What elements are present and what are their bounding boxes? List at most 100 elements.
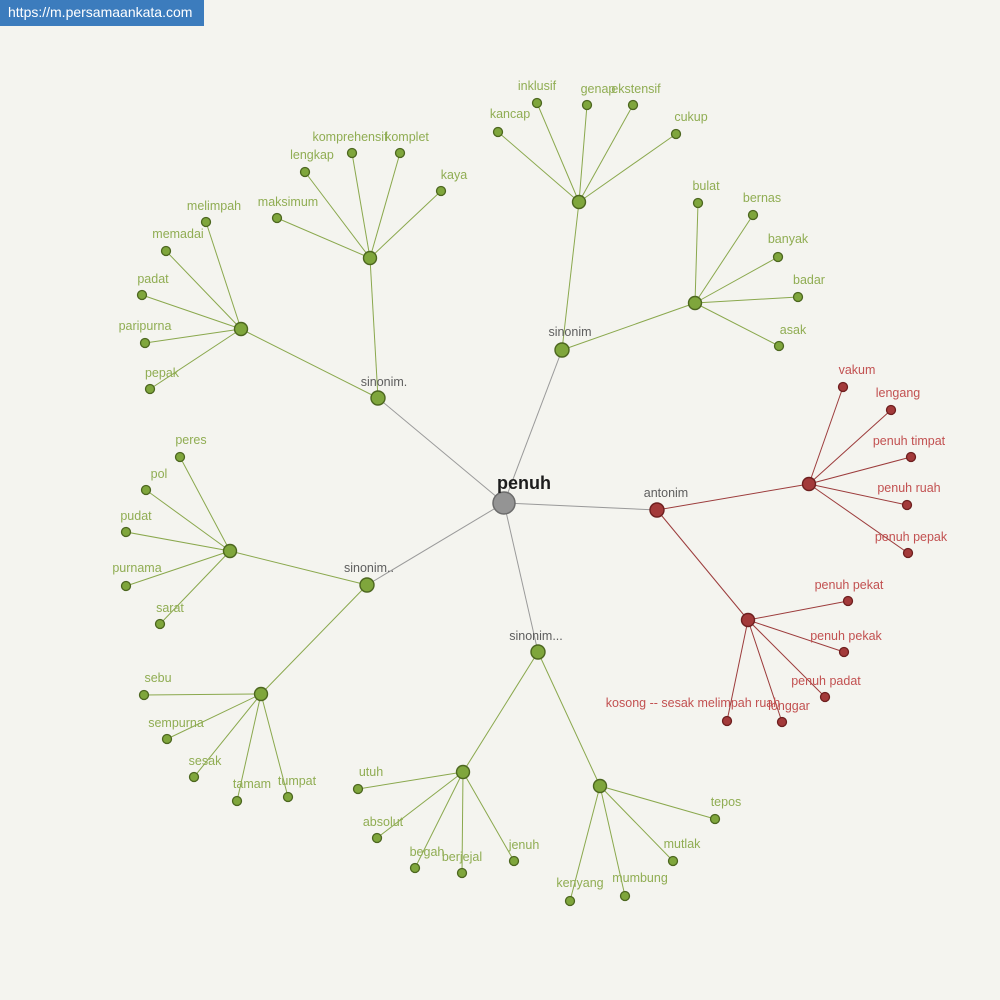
- node-padat[interactable]: [136, 289, 148, 301]
- node-inklusif[interactable]: [531, 97, 543, 109]
- label-sesak: sesak: [189, 754, 222, 768]
- label-ekstensif: ekstensif: [611, 82, 661, 96]
- node-sarat[interactable]: [154, 618, 166, 630]
- node-absolut[interactable]: [371, 832, 383, 844]
- node-badar[interactable]: [792, 291, 804, 303]
- edge-hub-j-penuh-pekat: [747, 600, 849, 621]
- node-sempurna[interactable]: [161, 733, 173, 745]
- node-peres[interactable]: [174, 451, 186, 463]
- edge-hub-b-bulat: [694, 202, 699, 304]
- node-sesak[interactable]: [188, 771, 200, 783]
- label-banyak: banyak: [768, 232, 809, 246]
- edge-hub-d-paripurna: [144, 328, 242, 344]
- node-penuh[interactable]: [492, 491, 516, 515]
- label-tumpat: tumpat: [278, 774, 317, 788]
- node-pudat[interactable]: [120, 526, 132, 538]
- node-jenuh[interactable]: [508, 855, 520, 867]
- node-sinonim-4[interactable]: [530, 644, 546, 660]
- node-hub-f[interactable]: [253, 686, 269, 702]
- label-kosong: kosong -- sesak melimpah ruah: [606, 696, 780, 710]
- edge-sinonim-4-hub-h: [537, 651, 601, 787]
- label-pudat: pudat: [120, 509, 152, 523]
- label-mutlak: mutlak: [664, 837, 702, 851]
- edge-hub-f-tumpat: [260, 693, 289, 798]
- edge-hub-i-penuh-pepak: [808, 483, 909, 554]
- node-kaya[interactable]: [435, 185, 447, 197]
- node-purnama[interactable]: [120, 580, 132, 592]
- node-hub-g[interactable]: [455, 764, 471, 780]
- node-tamam[interactable]: [231, 795, 243, 807]
- node-longgar[interactable]: [776, 716, 788, 728]
- node-penuh-pekat[interactable]: [842, 595, 854, 607]
- node-komplet[interactable]: [394, 147, 406, 159]
- node-hub-i[interactable]: [801, 476, 817, 492]
- label-sempurna: sempurna: [148, 716, 204, 730]
- edge-hub-c-lengkap: [304, 171, 371, 259]
- node-hub-d[interactable]: [233, 321, 249, 337]
- node-bernas[interactable]: [747, 209, 759, 221]
- node-hub-e[interactable]: [222, 543, 238, 559]
- node-kenyang[interactable]: [564, 895, 576, 907]
- edge-hub-e-sarat: [159, 550, 231, 625]
- edge-hub-j-penuh-pekak: [747, 619, 845, 653]
- label-genap: genap: [581, 82, 616, 96]
- node-sebu[interactable]: [138, 689, 150, 701]
- edge-hub-f-tamam: [236, 693, 262, 802]
- node-antonim[interactable]: [649, 502, 665, 518]
- label-cukup: cukup: [674, 110, 707, 124]
- edge-hub-j-kosong: [726, 619, 749, 722]
- node-penuh-padat[interactable]: [819, 691, 831, 703]
- node-ekstensif[interactable]: [627, 99, 639, 111]
- edge-hub-e-pudat: [125, 531, 231, 552]
- node-utuh[interactable]: [352, 783, 364, 795]
- node-penuh-pepak[interactable]: [902, 547, 914, 559]
- edge-hub-g-jenuh: [462, 771, 515, 862]
- node-penuh-timpat[interactable]: [905, 451, 917, 463]
- node-komprehensif[interactable]: [346, 147, 358, 159]
- node-hub-c[interactable]: [362, 250, 378, 266]
- node-hub-b[interactable]: [687, 295, 703, 311]
- node-lengkap[interactable]: [299, 166, 311, 178]
- edge-hub-c-komplet: [369, 152, 401, 259]
- node-sinonim-2[interactable]: [370, 390, 386, 406]
- node-hub-h[interactable]: [592, 778, 608, 794]
- edge-hub-c-maksimum: [276, 217, 371, 259]
- node-pol[interactable]: [140, 484, 152, 496]
- node-lengang[interactable]: [885, 404, 897, 416]
- node-genap[interactable]: [581, 99, 593, 111]
- node-hub-j[interactable]: [740, 612, 756, 628]
- node-vakum[interactable]: [837, 381, 849, 393]
- node-kosong[interactable]: [721, 715, 733, 727]
- edge-hub-d-pepak: [149, 328, 242, 390]
- edge-hub-b-asak: [694, 302, 780, 347]
- node-maksimum[interactable]: [271, 212, 283, 224]
- node-hub-a[interactable]: [571, 194, 587, 210]
- url-bar[interactable]: https://m.persamaankata.com: [0, 0, 205, 26]
- node-banyak[interactable]: [772, 251, 784, 263]
- node-berjejal[interactable]: [456, 867, 468, 879]
- label-padat: padat: [137, 272, 169, 286]
- node-memadai[interactable]: [160, 245, 172, 257]
- node-melimpah[interactable]: [200, 216, 212, 228]
- label-purnama: purnama: [112, 561, 161, 575]
- node-penuh-pekak[interactable]: [838, 646, 850, 658]
- node-mumbung[interactable]: [619, 890, 631, 902]
- label-sarat: sarat: [156, 601, 184, 615]
- node-sinonim-1[interactable]: [554, 342, 570, 358]
- node-begah[interactable]: [409, 862, 421, 874]
- edge-sinonim-4-hub-g: [462, 651, 539, 773]
- edge-hub-i-vakum: [808, 386, 844, 485]
- edge-sinonim-3-hub-f: [260, 584, 368, 695]
- node-cukup[interactable]: [670, 128, 682, 140]
- node-paripurna[interactable]: [139, 337, 151, 349]
- node-asak[interactable]: [773, 340, 785, 352]
- node-tepos[interactable]: [709, 813, 721, 825]
- node-tumpat[interactable]: [282, 791, 294, 803]
- node-bulat[interactable]: [692, 197, 704, 209]
- node-mutlak[interactable]: [667, 855, 679, 867]
- node-kancap[interactable]: [492, 126, 504, 138]
- node-penuh-ruah[interactable]: [901, 499, 913, 511]
- node-sinonim-3[interactable]: [359, 577, 375, 593]
- node-pepak[interactable]: [144, 383, 156, 395]
